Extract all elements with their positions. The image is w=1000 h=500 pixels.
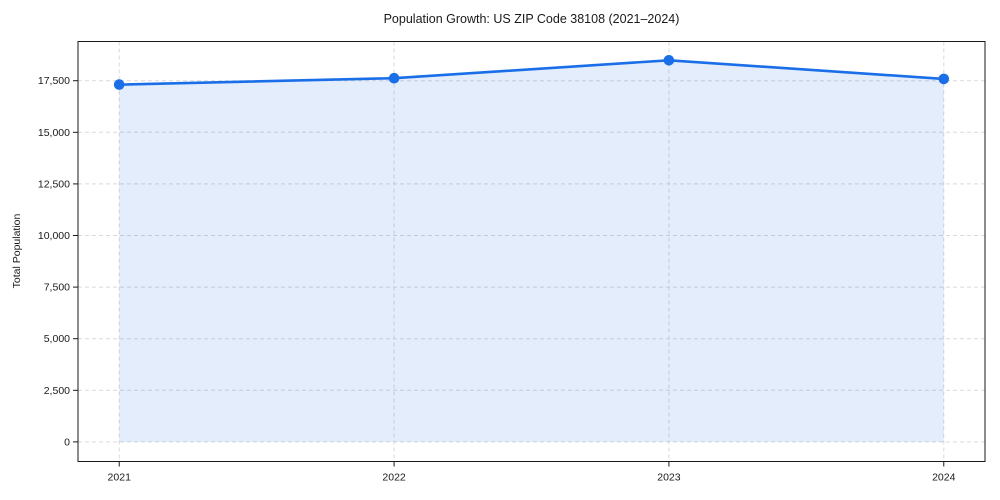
y-tick-label: 10,000 — [38, 230, 70, 242]
plot-border — [77, 41, 986, 462]
y-tick-label: 17,500 — [38, 75, 70, 87]
x-tick-label: 2021 — [108, 472, 132, 484]
y-tick-label: 12,500 — [38, 178, 70, 190]
y-tick-label: 0 — [64, 436, 70, 448]
y-tick-label: 5,000 — [44, 333, 70, 345]
y-tick-label: 2,500 — [44, 385, 70, 397]
x-tick-label: 2024 — [932, 472, 956, 484]
data-point-marker-2021 — [113, 79, 125, 90]
data-point-marker-2022 — [388, 72, 400, 84]
data-point-marker-2024 — [938, 73, 950, 85]
data-point-marker-2023 — [663, 55, 675, 66]
trend-line — [117, 58, 946, 86]
area-fill — [119, 60, 944, 442]
x-tick-label: 2023 — [657, 472, 681, 484]
x-tick-label: 2022 — [382, 472, 406, 484]
y-tick-label: 7,500 — [44, 282, 70, 294]
y-tick-label: 15,000 — [38, 127, 70, 139]
chart-title: Population Growth: US ZIP Code 38108 (20… — [383, 12, 680, 26]
